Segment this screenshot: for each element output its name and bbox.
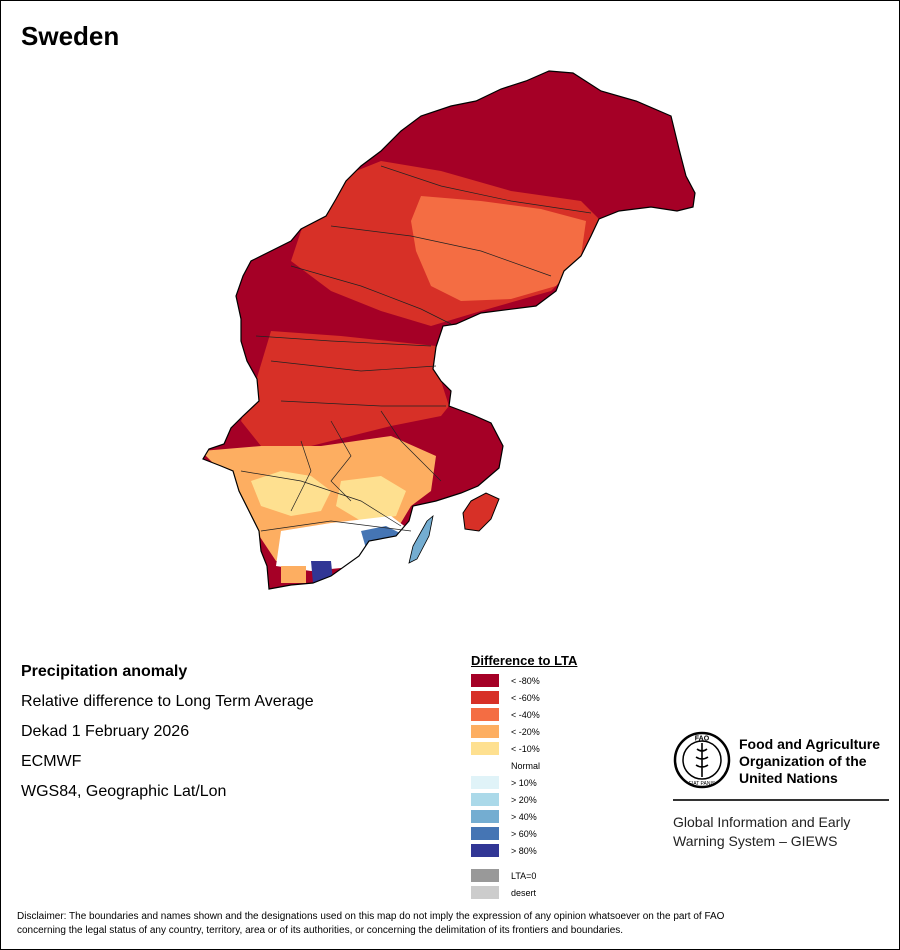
legend-swatch (471, 844, 499, 857)
legend-swatch (471, 776, 499, 789)
legend-label: > 10% (511, 777, 537, 788)
legend-label: < -40% (511, 709, 540, 720)
legend-item: < -10% (471, 740, 651, 757)
fao-name: Food and Agriculture Organization of the… (739, 736, 880, 787)
legend-label: < -80% (511, 675, 540, 686)
legend-item: > 80% (471, 842, 651, 859)
disclaimer-line2: concerning the legal status of any count… (17, 925, 624, 936)
legend-swatch (471, 674, 499, 687)
legend: Difference to LTA < -80% < -60% < -40% < -2… (471, 653, 651, 901)
legend-item: < -80% (471, 672, 651, 689)
info-description: Relative difference to Long Term Average (21, 693, 314, 710)
legend-label: LTA=0 (511, 870, 537, 881)
legend-item: > 10% (471, 774, 651, 791)
legend-swatch (471, 793, 499, 806)
giews-text: Global Information and Early Warning Sys… (673, 813, 889, 851)
legend-label: desert (511, 887, 537, 898)
legend-item: desert (471, 884, 651, 901)
map-info: Precipitation anomaly Relative differenc… (21, 657, 314, 807)
legend-swatch (471, 886, 499, 899)
legend-gap (471, 859, 651, 867)
legend-item: > 20% (471, 791, 651, 808)
legend-swatch (471, 759, 499, 772)
disclaimer-line1: Disclaimer: The boundaries and names sho… (17, 911, 725, 922)
disclaimer: Disclaimer: The boundaries and names sho… (17, 910, 887, 938)
fao-name-line1: Food and Agriculture (739, 736, 881, 752)
legend-label: > 60% (511, 828, 537, 839)
fao-logo-bottom: FIAT PANIS (689, 781, 716, 787)
map-title: Sweden (21, 21, 120, 51)
legend-label: < -60% (511, 692, 540, 703)
giews-line2: Warning System – GIEWS (673, 833, 838, 849)
legend-swatch (471, 827, 499, 840)
legend-item: < -20% (471, 723, 651, 740)
info-projection: WGS84, Geographic Lat/Lon (21, 783, 227, 800)
fao-name-line2: Organization of the (739, 753, 867, 769)
legend-title: Difference to LTA (471, 653, 578, 668)
info-period: Dekad 1 February 2026 (21, 723, 190, 740)
legend-swatch (471, 725, 499, 738)
legend-swatch (471, 691, 499, 704)
fao-divider (673, 799, 889, 801)
legend-label: Normal (511, 760, 541, 771)
legend-item: < -40% (471, 706, 651, 723)
fao-name-line3: United Nations (739, 770, 838, 786)
legend-item: < -60% (471, 689, 651, 706)
legend-label: > 40% (511, 811, 537, 822)
info-product: Precipitation anomaly (21, 663, 188, 680)
legend-label: > 80% (511, 845, 537, 856)
legend-swatch (471, 742, 499, 755)
legend-item: > 40% (471, 808, 651, 825)
legend-swatch (471, 810, 499, 823)
sweden-map (202, 70, 696, 590)
fao-logo-icon: FAO FIAT PANIS (673, 731, 731, 789)
legend-label: < -10% (511, 743, 540, 754)
legend-item: > 60% (471, 825, 651, 842)
legend-item: Normal (471, 757, 651, 774)
legend-item: LTA=0 (471, 867, 651, 884)
giews-line1: Global Information and Early (673, 814, 851, 830)
legend-label: < -20% (511, 726, 540, 737)
legend-label: > 20% (511, 794, 537, 805)
legend-swatch (471, 708, 499, 721)
legend-items: < -80% < -60% < -40% < -20% < -10% Normal > 10… (471, 672, 651, 901)
fao-logo-top: FAO (695, 736, 710, 743)
legend-swatch (471, 869, 499, 882)
info-source: ECMWF (21, 753, 82, 770)
fao-block: FAO FIAT PANIS Food and Agriculture Orga… (673, 731, 889, 851)
